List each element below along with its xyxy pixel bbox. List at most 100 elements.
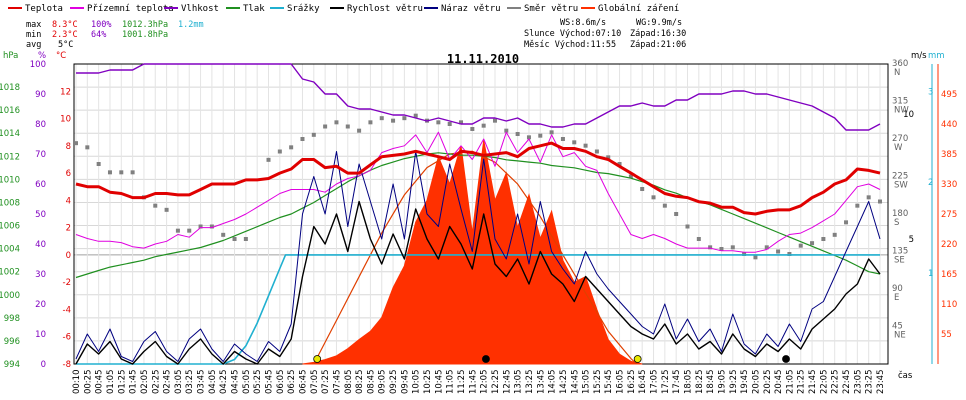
wind-direction-point: [878, 199, 882, 204]
legend-label: Vlhkost: [181, 4, 219, 14]
x-tick-label: 22:25: [831, 370, 841, 395]
stat-sun-set: Západ:16:30: [630, 29, 686, 39]
temperature-line: [75, 141, 881, 216]
event-marker: [633, 355, 642, 363]
wind-direction-point: [402, 116, 407, 121]
stat-moon-set: Západ:21:06: [630, 40, 686, 50]
mm-tick-label: 2: [928, 178, 933, 188]
wind-direction-point: [119, 170, 124, 175]
wind-direction-point: [594, 149, 599, 154]
x-tick-label: 10:45: [434, 370, 444, 395]
x-tick-label: 23:25: [865, 370, 875, 395]
wind-direction-point: [368, 120, 373, 125]
stat-avg-temp: 5°C: [58, 40, 73, 50]
x-tick-label: 21:25: [797, 370, 807, 395]
wind-direction-point: [470, 127, 475, 131]
wind-direction-point: [300, 137, 305, 141]
hpa-tick-label: 998: [4, 314, 20, 324]
stat-max-press: 1012.3hPa: [122, 20, 168, 30]
wind-direction-point: [198, 224, 203, 229]
pct-axis-title: %: [38, 51, 46, 61]
wind-direction-point: [447, 122, 452, 126]
wind-direction-point: [130, 170, 135, 175]
wind-direction-point: [651, 195, 656, 200]
x-tick-label: 19:25: [729, 370, 739, 395]
wm2-tick-label: 440: [941, 120, 957, 130]
x-tick-label: 06:45: [298, 370, 308, 395]
wind-gust-line: [75, 151, 881, 362]
x-tick-label: 17:45: [672, 370, 682, 395]
x-tick-label: 08:25: [355, 370, 365, 395]
wind-direction-point: [572, 140, 577, 145]
stat-min-hum: 64%: [91, 30, 106, 40]
hpa-tick-label: 1014: [0, 129, 20, 139]
compass-label: N: [894, 68, 900, 78]
x-tick-label: 11:45: [468, 370, 478, 395]
wind-direction-point: [787, 252, 792, 256]
x-tick-label: 16:25: [627, 370, 637, 395]
wind-direction-point: [221, 232, 226, 237]
celsius-tick-label: 10: [60, 115, 71, 125]
compass-label: SW: [894, 181, 908, 191]
wm2-tick-label: 275: [941, 210, 957, 220]
celsius-tick-label: -2: [63, 278, 71, 288]
x-tick-label: 17:05: [650, 370, 660, 395]
direction-tick-label: 360: [892, 59, 908, 69]
wind-direction-point: [764, 245, 769, 250]
celsius-tick-label: 8: [66, 142, 71, 152]
legend-label: Globální záření: [598, 4, 679, 14]
wind-direction-point: [96, 162, 101, 166]
wind-direction-point: [289, 145, 294, 150]
wind-direction-point: [515, 132, 520, 136]
wind-speed-line: [75, 200, 881, 365]
x-tick-label: 02:25: [151, 370, 161, 395]
x-tick-label: 04:25: [219, 370, 229, 395]
celsius-tick-label: 2: [66, 224, 71, 234]
x-tick-label: 18:45: [706, 370, 716, 395]
pct-tick-label: 30: [35, 270, 46, 280]
x-tick-label: 00:25: [83, 370, 93, 395]
x-tick-label: 09:05: [378, 370, 388, 395]
stat-min-temp: 2.3°C: [52, 30, 78, 40]
celsius-tick-label: -4: [63, 305, 71, 315]
pct-tick-label: 20: [35, 300, 46, 310]
x-tick-label: 14:45: [570, 370, 580, 395]
x-tick-label: 11:25: [457, 370, 467, 395]
pct-tick-label: 100: [30, 60, 46, 70]
x-tick-label: 21:05: [785, 370, 795, 395]
stat-min-press: 1001.8hPa: [122, 30, 168, 40]
x-tick-label: 12:45: [502, 370, 512, 394]
stat-ws: WS:8.6m/s: [560, 18, 606, 28]
hpa-tick-label: 1002: [0, 268, 20, 278]
wind-direction-point: [357, 128, 362, 133]
wind-direction-point: [232, 237, 237, 241]
wind-direction-point: [628, 174, 633, 179]
radiation-area: [302, 140, 643, 365]
x-tick-label: 05:25: [253, 370, 263, 395]
wm2-tick-label: 385: [941, 150, 957, 160]
wind-direction-point: [753, 255, 758, 260]
wm2-tick-label: 495: [941, 90, 957, 100]
x-tick-label: 00:45: [95, 370, 105, 395]
legend-label: Směr větru: [524, 4, 578, 14]
celsius-tick-label: -6: [63, 333, 71, 343]
wind-direction-point: [504, 128, 509, 133]
wind-direction-point: [266, 157, 271, 162]
x-tick-label: 20:45: [774, 370, 784, 395]
wind-direction-point: [662, 203, 667, 208]
wind-direction-point: [187, 228, 192, 233]
compass-label: NW: [894, 106, 909, 116]
wind-direction-point: [85, 145, 90, 150]
x-tick-label: 16:45: [638, 370, 648, 395]
wind-direction-point: [311, 132, 316, 137]
wind-direction-point: [844, 220, 849, 225]
wind-direction-point: [209, 224, 214, 229]
x-tick-label: 15:05: [582, 370, 592, 395]
x-tick-label: 19:05: [717, 370, 727, 395]
wind-direction-point: [855, 203, 860, 208]
celsius-tick-label: 4: [66, 196, 71, 206]
wind-direction-point: [776, 249, 781, 254]
x-tick-label: 09:25: [389, 370, 399, 395]
x-tick-label: 08:05: [344, 370, 354, 395]
